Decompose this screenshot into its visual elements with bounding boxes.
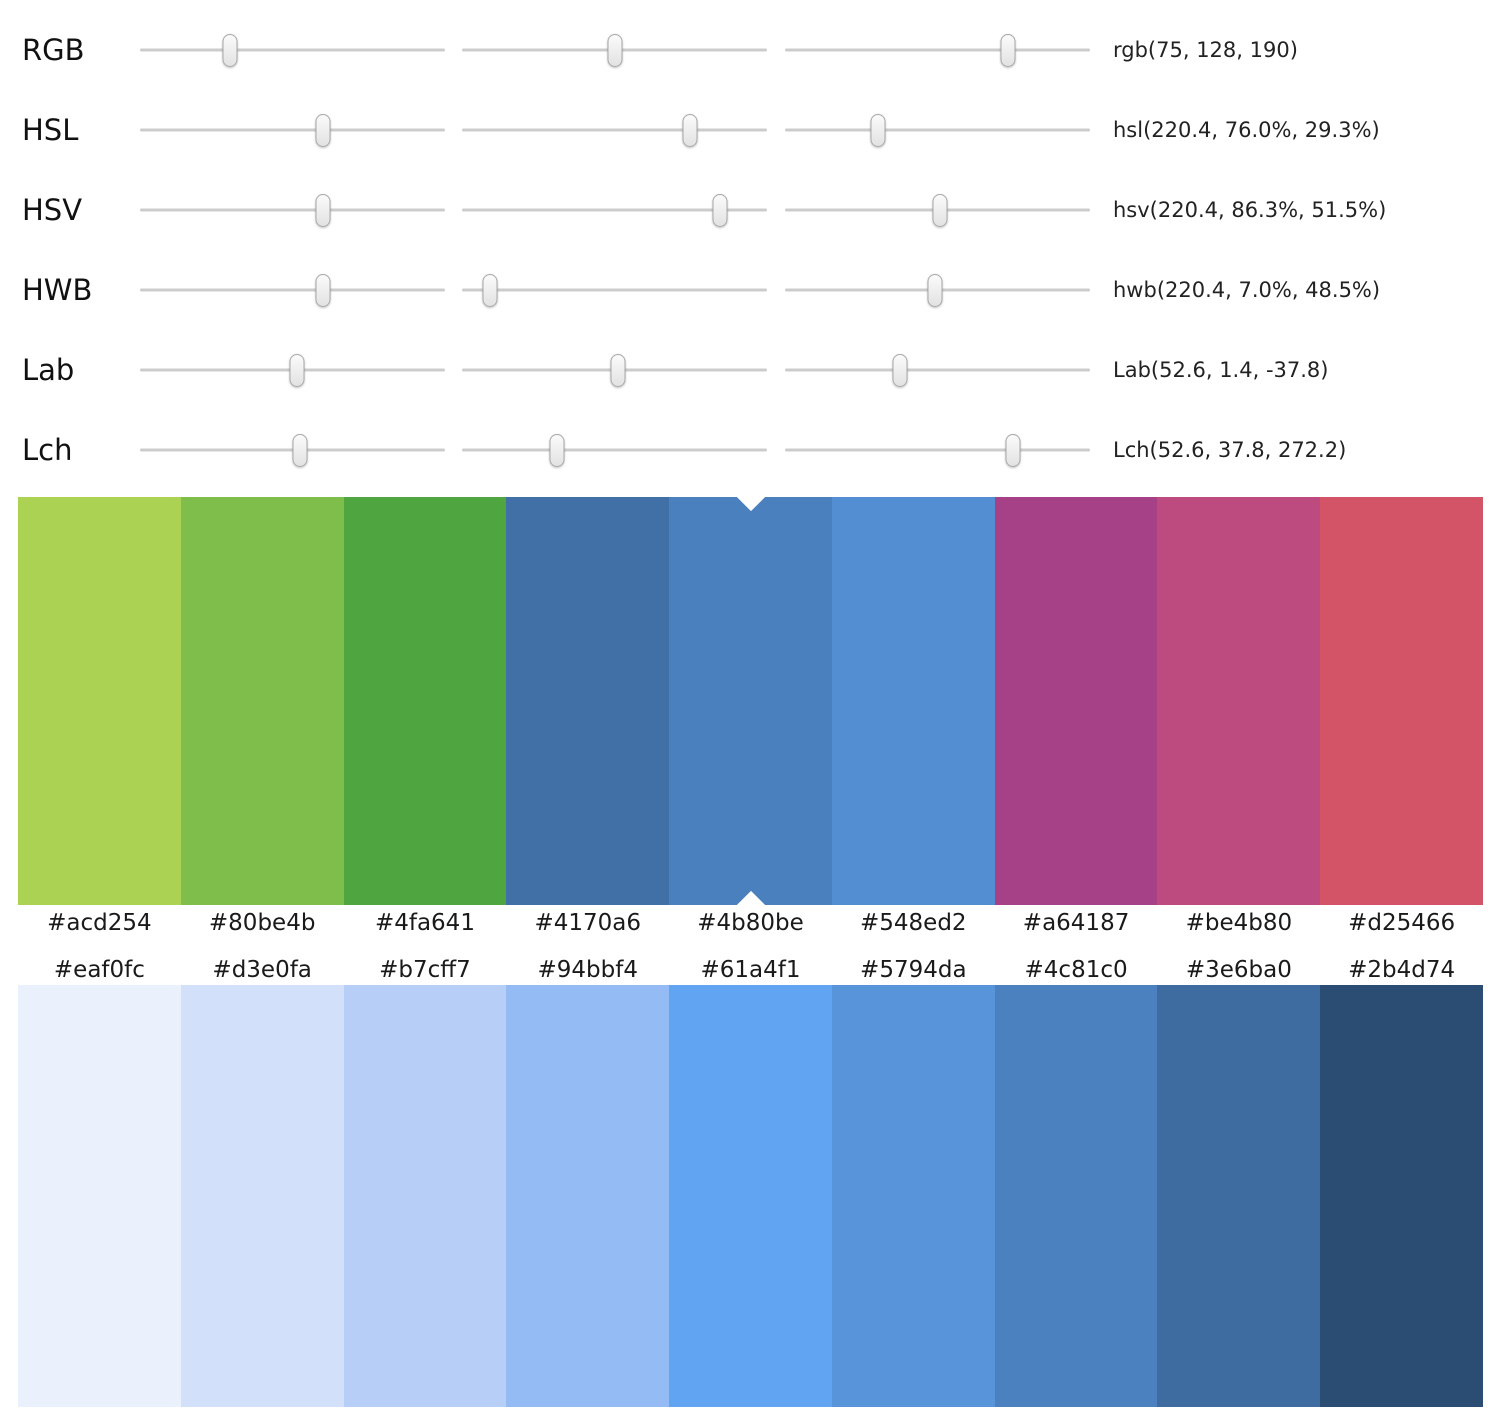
palette-swatch[interactable] — [18, 985, 181, 1407]
swatch-hex-label: #548ed2 — [860, 910, 967, 936]
slider-thumb[interactable] — [482, 273, 498, 307]
palette-swatch[interactable] — [1157, 985, 1321, 1407]
swatch-hex-label: #acd254 — [47, 910, 152, 936]
palette-swatch[interactable] — [180, 985, 344, 1407]
colorspace-label: RGB — [22, 33, 85, 67]
slider-thumb[interactable] — [315, 193, 331, 227]
swatch-hex-label: #d3e0fa — [212, 957, 312, 983]
palette-swatch[interactable] — [1320, 985, 1484, 1407]
palette-swatch[interactable] — [1320, 497, 1484, 905]
slider-thumb[interactable] — [1000, 33, 1016, 67]
color-value-text: hsl(220.4, 76.0%, 29.3%) — [1113, 118, 1380, 142]
tint-palette-strip — [18, 985, 1484, 1407]
slider-thumb[interactable] — [870, 113, 886, 147]
swatch-hex-label: #2b4d74 — [1348, 957, 1456, 983]
slider-row-hsl: HSL hsl(220.4, 76.0%, 29.3%) — [0, 90, 1501, 170]
slider-row-rgb: RGB rgb(75, 128, 190) — [0, 10, 1501, 90]
slider-track-hsv-0[interactable] — [140, 193, 445, 227]
palette-swatch[interactable] — [18, 497, 181, 905]
swatch-hex-label: #3e6ba0 — [1185, 957, 1292, 983]
colorspace-label: HSL — [22, 113, 79, 147]
slider-track-rgb-2[interactable] — [785, 33, 1090, 67]
slider-track-hsl-1[interactable] — [462, 113, 767, 147]
slider-track-hsv-2[interactable] — [785, 193, 1090, 227]
color-value-text: rgb(75, 128, 190) — [1113, 38, 1298, 62]
slider-thumb[interactable] — [927, 273, 943, 307]
palette-swatch[interactable] — [831, 497, 995, 905]
slider-thumb[interactable] — [682, 113, 698, 147]
slider-thumb[interactable] — [549, 433, 565, 467]
slider-thumb[interactable] — [289, 353, 305, 387]
slider-row-hwb: HWB hwb(220.4, 7.0%, 48.5%) — [0, 250, 1501, 330]
color-value-text: Lch(52.6, 37.8, 272.2) — [1113, 438, 1347, 462]
swatch-hex-label: #d25466 — [1348, 910, 1456, 936]
slider-row-lab: Lab Lab(52.6, 1.4, -37.8) — [0, 330, 1501, 410]
palette-swatch[interactable] — [180, 497, 344, 905]
swatch-hex-label: #b7cff7 — [379, 957, 471, 983]
color-value-text: Lab(52.6, 1.4, -37.8) — [1113, 358, 1329, 382]
swatch-hex-label: #be4b80 — [1185, 910, 1293, 936]
slider-track-lab-0[interactable] — [140, 353, 445, 387]
slider-track-rgb-0[interactable] — [140, 33, 445, 67]
slider-row-lch: Lch Lch(52.6, 37.8, 272.2) — [0, 410, 1501, 490]
palette-swatch[interactable] — [669, 482, 832, 920]
main-palette-strip — [18, 482, 1484, 920]
slider-thumb[interactable] — [315, 273, 331, 307]
palette-swatch[interactable] — [669, 985, 832, 1407]
slider-track-lab-1[interactable] — [462, 353, 767, 387]
slider-track-hsl-2[interactable] — [785, 113, 1090, 147]
slider-thumb[interactable] — [222, 33, 238, 67]
swatch-hex-label: #eaf0fc — [53, 957, 145, 983]
swatch-hex-label: #5794da — [860, 957, 967, 983]
swatch-hex-label: #4b80be — [697, 910, 804, 936]
slider-track-lch-1[interactable] — [462, 433, 767, 467]
slider-thumb[interactable] — [892, 353, 908, 387]
palette-swatch[interactable] — [1157, 497, 1321, 905]
swatch-hex-label: #94bbf4 — [537, 957, 638, 983]
palette-swatch[interactable] — [994, 497, 1158, 905]
slider-track-hsl-0[interactable] — [140, 113, 445, 147]
slider-track-hwb-2[interactable] — [785, 273, 1090, 307]
slider-track-lch-0[interactable] — [140, 433, 445, 467]
slider-track-lch-2[interactable] — [785, 433, 1090, 467]
slider-row-hsv: HSV hsv(220.4, 86.3%, 51.5%) — [0, 170, 1501, 250]
colorspace-label: Lab — [22, 353, 75, 387]
slider-thumb[interactable] — [315, 113, 331, 147]
swatch-hex-label: #4c81c0 — [1024, 957, 1128, 983]
slider-thumb[interactable] — [932, 193, 948, 227]
slider-track-hwb-1[interactable] — [462, 273, 767, 307]
colorspace-label: HWB — [22, 273, 93, 307]
swatch-hex-label: #80be4b — [208, 910, 316, 936]
slider-thumb[interactable] — [292, 433, 308, 467]
palette-swatch[interactable] — [831, 985, 995, 1407]
swatch-hex-label: #61a4f1 — [700, 957, 801, 983]
palette-swatch[interactable] — [506, 497, 670, 905]
swatch-hex-label: #4170a6 — [534, 910, 641, 936]
slider-thumb[interactable] — [1005, 433, 1021, 467]
slider-thumb[interactable] — [712, 193, 728, 227]
color-value-text: hwb(220.4, 7.0%, 48.5%) — [1113, 278, 1381, 302]
slider-track-hwb-0[interactable] — [140, 273, 445, 307]
slider-thumb[interactable] — [607, 33, 623, 67]
palette-swatch[interactable] — [994, 985, 1158, 1407]
main-palette-labels: #acd254 #80be4b #4fa641 #4170a6 #4b80be #548e… — [18, 908, 1483, 938]
slider-track-hsv-1[interactable] — [462, 193, 767, 227]
colorspace-label: Lch — [22, 433, 73, 467]
color-value-text: hsv(220.4, 86.3%, 51.5%) — [1113, 198, 1387, 222]
swatch-hex-label: #a64187 — [1022, 910, 1130, 936]
palette-swatch[interactable] — [506, 985, 670, 1407]
tint-palette-labels: #eaf0fc #d3e0fa #b7cff7 #94bbf4 #61a4f1 #5794… — [18, 955, 1483, 985]
slider-thumb[interactable] — [610, 353, 626, 387]
palette-swatch[interactable] — [343, 985, 507, 1407]
colorspace-label: HSV — [22, 193, 83, 227]
palette-swatch[interactable] — [343, 497, 507, 905]
swatch-hex-label: #4fa641 — [374, 910, 475, 936]
slider-track-rgb-1[interactable] — [462, 33, 767, 67]
slider-track-lab-2[interactable] — [785, 353, 1090, 387]
